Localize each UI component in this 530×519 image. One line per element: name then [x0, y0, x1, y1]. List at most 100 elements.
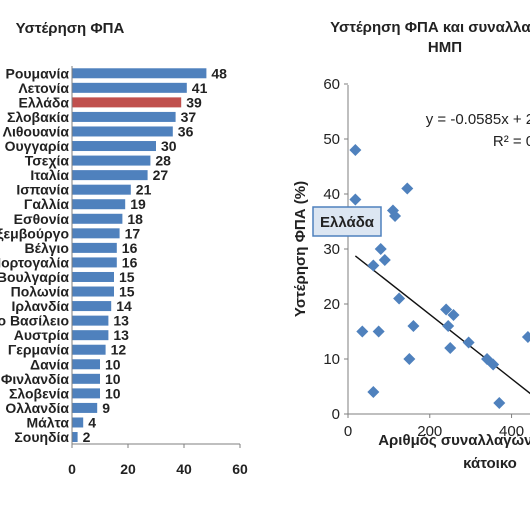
scatter-title-line-2: ΗΜΠ [428, 39, 462, 56]
category-label: Τσεχία [25, 153, 70, 169]
value-label: 39 [186, 94, 202, 110]
x-tick-label: 0 [344, 423, 352, 440]
bar-rows: Ρουμανία 48 Λετονία 41 Ελλάδα 39 Σλοβακία 37 Λιθ… [0, 65, 227, 445]
category-label: Σουηδία [14, 429, 69, 445]
scatter-x-axis-title-line-2: κάτοικο [463, 455, 517, 472]
category-label: Ιρλανδία [11, 298, 69, 314]
value-label: 10 [105, 356, 121, 372]
scatter-point [367, 259, 380, 272]
value-label: 13 [113, 327, 129, 343]
category-label: Εσθονία [14, 211, 70, 227]
y-tick-label: 0 [332, 406, 340, 423]
value-label: 36 [178, 123, 194, 139]
bar-x-ticks: 0 20 40 60 [68, 444, 248, 477]
bar [72, 68, 207, 79]
category-label: Σλοβενία [9, 385, 69, 401]
bar [72, 199, 126, 210]
value-label: 16 [122, 254, 138, 270]
greece-callout-label: Ελλάδα [320, 214, 375, 231]
scatter-point [447, 309, 460, 321]
bar [72, 126, 173, 137]
bar [72, 82, 187, 93]
scatter-point [374, 243, 387, 255]
scatter-point [349, 144, 362, 156]
scatter-point [403, 353, 416, 365]
bar [72, 315, 109, 326]
scatter-point [407, 320, 420, 332]
scatter-chart: Υστέρηση ΦΠΑ και συναλλαγών ΗΜΠ 0 10 20 30 4… [292, 19, 530, 472]
scatter-points [349, 144, 530, 409]
category-label: Πολωνία [11, 284, 70, 300]
category-label: Βουλγαρία [0, 269, 69, 285]
category-label: Ελλάδα [19, 94, 70, 110]
category-label: Ουγγαρία [5, 138, 70, 154]
category-label: Φινλανδία [1, 371, 70, 387]
scatter-point [487, 358, 500, 371]
category-label: Λιθουανία [3, 123, 70, 139]
scatter-point [462, 336, 475, 349]
scatter-point [442, 320, 455, 332]
category-label: Δανία [30, 356, 69, 372]
bar [72, 111, 176, 122]
greece-callout: Ελλάδα [312, 206, 382, 237]
scatter-point [521, 331, 530, 343]
category-label: Μάλτα [26, 414, 69, 430]
value-label: 12 [111, 342, 127, 358]
value-label: 48 [211, 65, 227, 81]
bar [72, 301, 112, 312]
y-tick-label: 10 [323, 351, 340, 368]
bar [72, 330, 109, 341]
category-label: Ολλανδία [5, 400, 69, 416]
value-label: 21 [136, 182, 152, 198]
category-label: Αυστρία [14, 327, 70, 343]
value-label: 27 [153, 167, 169, 183]
regression-equation: y = -0.0585x + 29.8 [426, 111, 530, 128]
value-label: 16 [122, 240, 138, 256]
category-label: Λετονία [18, 80, 69, 96]
category-label: Γερμανία [8, 342, 70, 358]
scatter-title-line-1: Υστέρηση ΦΠΑ και συναλλαγών [330, 19, 530, 36]
x-tick-label: 40 [176, 461, 192, 477]
scatter-point [493, 397, 506, 409]
bar [72, 432, 78, 443]
x-tick-label: 400 [499, 423, 524, 440]
value-label: 4 [88, 414, 96, 430]
x-tick-label: 60 [232, 461, 248, 477]
category-label: Ρουμανία [6, 65, 70, 81]
category-label: Ιταλία [30, 167, 69, 183]
category-label: Πορτογαλία [0, 254, 69, 270]
category-label: Λουξεμβούργο [0, 225, 69, 241]
value-label: 41 [192, 80, 208, 96]
bar [72, 184, 131, 195]
scatter-y-ticks: 0 10 20 30 40 50 60 [323, 76, 348, 423]
bar [72, 170, 148, 181]
y-tick-label: 60 [323, 76, 340, 93]
value-label: 15 [119, 269, 135, 285]
value-label: 10 [105, 371, 121, 387]
category-label: Γαλλία [24, 196, 69, 212]
scatter-point [378, 254, 391, 266]
category-label: Σλοβακία [7, 109, 69, 125]
y-tick-label: 50 [323, 131, 340, 148]
scatter-point [372, 325, 385, 338]
y-tick-label: 20 [323, 296, 340, 313]
value-label: 15 [119, 284, 135, 300]
x-tick-label: 20 [120, 461, 136, 477]
bar [72, 417, 84, 428]
value-label: 19 [130, 196, 146, 212]
scatter-point [356, 325, 369, 338]
bar [72, 402, 98, 413]
bar [72, 242, 117, 253]
scatter-point [389, 210, 402, 222]
scatter-x-axis-title-line-1: Αριθμός συναλλαγών ΗΜΠ ανά [378, 432, 530, 449]
y-tick-label: 30 [323, 241, 340, 258]
bar-chart-title: Υστέρηση ΦΠΑ [16, 20, 125, 37]
greece-callout-box [312, 206, 382, 237]
value-label: 2 [83, 429, 91, 445]
value-label: 9 [102, 400, 110, 416]
bar [72, 286, 114, 297]
scatter-point [367, 386, 380, 398]
value-label: 18 [127, 211, 143, 227]
bar [72, 271, 114, 282]
trend-line [354, 255, 530, 395]
